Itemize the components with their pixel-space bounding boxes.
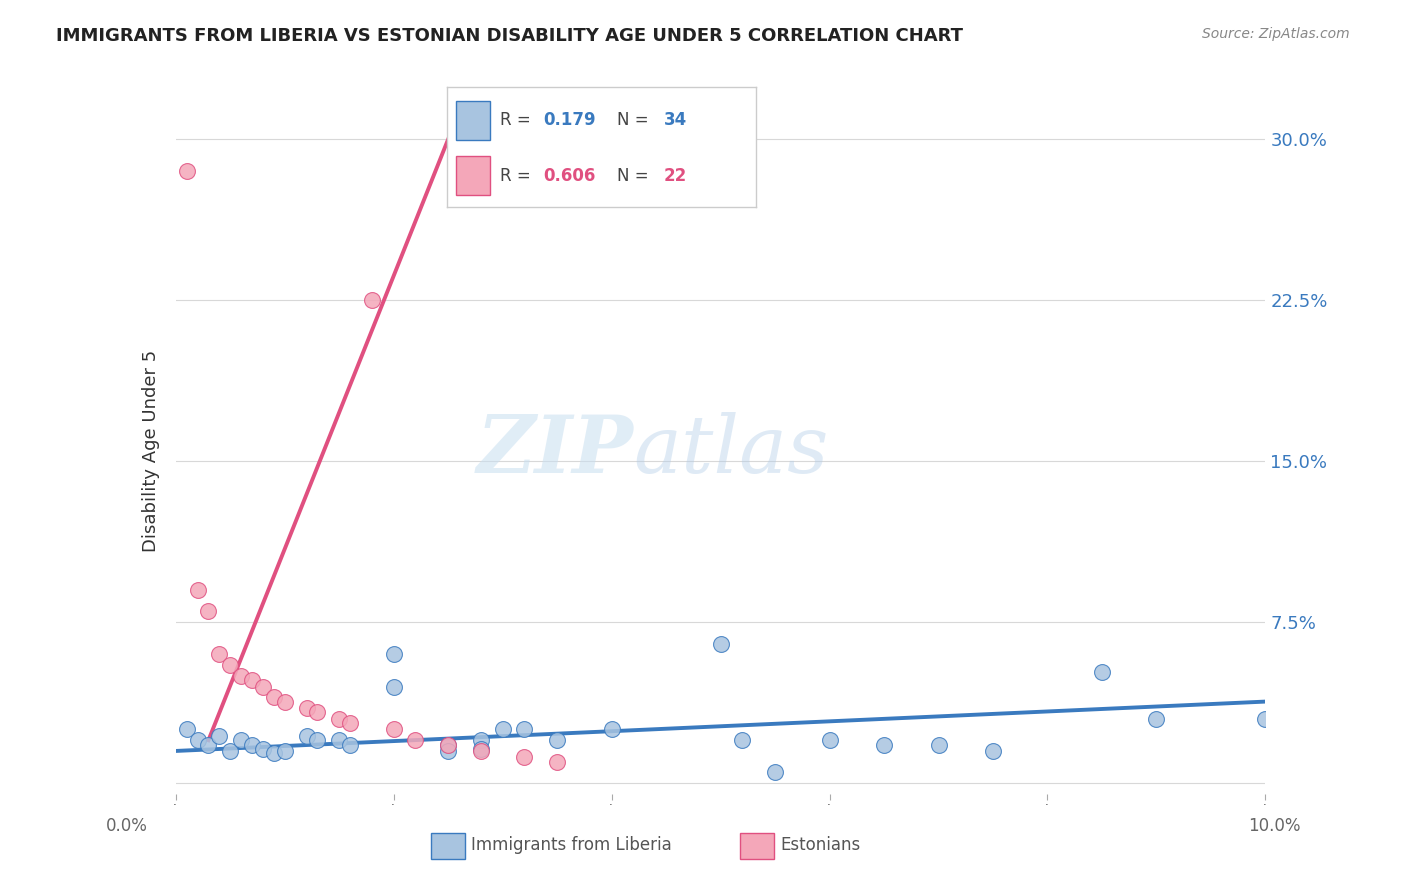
Point: [231, 669, 253, 683]
Point: [176, 164, 198, 178]
Point: [382, 648, 405, 662]
Point: [219, 744, 242, 758]
Point: [219, 658, 242, 673]
Text: R =: R =: [499, 112, 536, 129]
Point: [197, 604, 219, 618]
Point: [252, 741, 274, 756]
Text: 22: 22: [664, 167, 688, 185]
Point: [763, 765, 786, 780]
Point: [1091, 665, 1114, 679]
Point: [437, 738, 460, 752]
Text: 34: 34: [664, 112, 688, 129]
Text: 0.0%: 0.0%: [105, 817, 148, 835]
Point: [295, 701, 318, 715]
FancyBboxPatch shape: [457, 101, 491, 139]
Point: [263, 746, 285, 760]
Text: ZIP: ZIP: [477, 412, 633, 489]
Point: [513, 723, 536, 737]
Bar: [430, 833, 465, 859]
Point: [470, 733, 492, 747]
FancyBboxPatch shape: [457, 156, 491, 194]
Point: [492, 78, 515, 93]
Text: R =: R =: [499, 167, 536, 185]
Point: [274, 695, 297, 709]
Text: 0.606: 0.606: [543, 167, 595, 185]
Point: [295, 729, 318, 743]
Point: [263, 690, 285, 705]
Point: [328, 733, 350, 747]
Point: [818, 733, 841, 747]
Point: [208, 729, 231, 743]
Point: [710, 637, 733, 651]
Point: [307, 706, 329, 720]
Point: [252, 680, 274, 694]
Point: [873, 738, 896, 752]
Point: [186, 733, 209, 747]
Point: [240, 738, 263, 752]
Text: 10.0%: 10.0%: [1249, 817, 1301, 835]
Point: [1254, 712, 1277, 726]
Text: atlas: atlas: [633, 412, 828, 489]
Text: Immigrants from Liberia: Immigrants from Liberia: [471, 836, 672, 855]
Text: N =: N =: [617, 167, 654, 185]
Text: N =: N =: [617, 112, 654, 129]
Point: [600, 723, 623, 737]
Point: [492, 723, 515, 737]
Point: [470, 741, 492, 756]
Point: [176, 723, 198, 737]
Point: [513, 750, 536, 764]
Point: [437, 744, 460, 758]
Point: [470, 744, 492, 758]
Point: [405, 733, 427, 747]
Point: [981, 744, 1004, 758]
Point: [274, 744, 297, 758]
Point: [240, 673, 263, 687]
Point: [546, 755, 568, 769]
Point: [197, 738, 219, 752]
Text: Estonians: Estonians: [780, 836, 860, 855]
Point: [231, 733, 253, 747]
Text: 0.179: 0.179: [543, 112, 596, 129]
Point: [339, 738, 361, 752]
Point: [339, 716, 361, 731]
Bar: [740, 833, 775, 859]
Y-axis label: Disability Age Under 5: Disability Age Under 5: [142, 350, 160, 551]
Point: [382, 723, 405, 737]
Point: [360, 293, 382, 308]
Point: [307, 733, 329, 747]
Point: [328, 712, 350, 726]
Point: [546, 733, 568, 747]
Text: Source: ZipAtlas.com: Source: ZipAtlas.com: [1202, 27, 1350, 41]
Point: [731, 733, 754, 747]
Point: [437, 738, 460, 752]
Point: [1144, 712, 1167, 726]
Point: [208, 648, 231, 662]
Text: IMMIGRANTS FROM LIBERIA VS ESTONIAN DISABILITY AGE UNDER 5 CORRELATION CHART: IMMIGRANTS FROM LIBERIA VS ESTONIAN DISA…: [56, 27, 963, 45]
Point: [928, 738, 950, 752]
Point: [382, 680, 405, 694]
Point: [186, 582, 209, 597]
